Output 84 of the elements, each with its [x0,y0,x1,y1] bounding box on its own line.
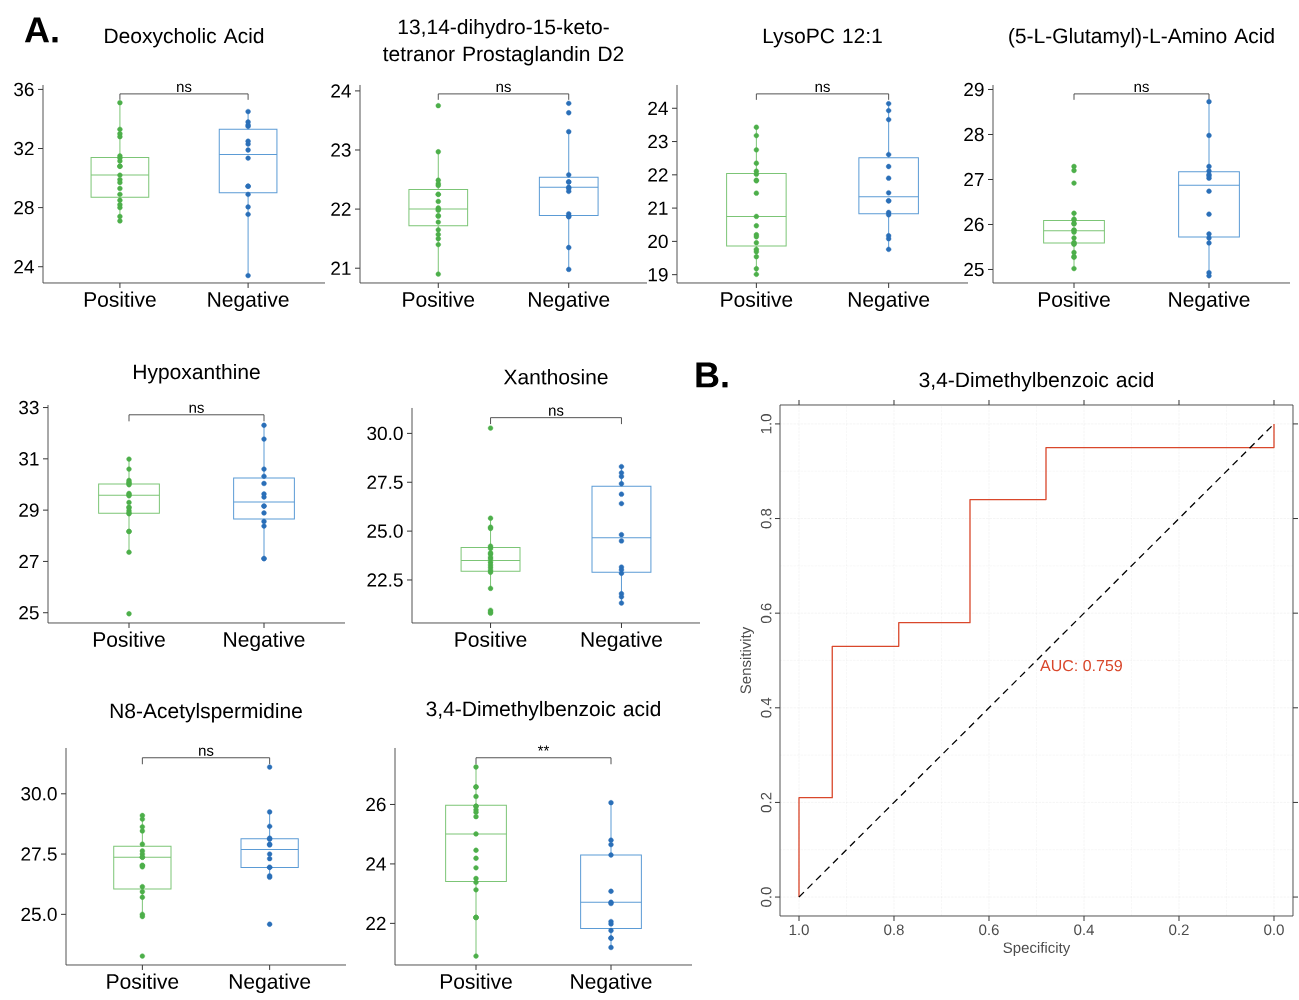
x-tick-label: 0.2 [1169,924,1189,936]
y-tick-label: 1.0 [760,414,772,434]
annotation: ns [199,747,214,756]
chart-title: (5-L-Glutamyl)-L-Amino Acid [1009,27,1274,48]
x-tick-label: 0.0 [1264,924,1284,936]
x-tick-label: Positive [93,631,165,647]
y-tick-label: 22 [366,916,386,930]
annotation: ns [1134,83,1149,93]
annotation: ns [496,83,511,93]
y-tick-label: 21 [331,261,351,275]
x-tick-label: Negative [208,291,289,312]
y-tick-label: 19 [648,267,668,282]
chart-title: Deoxycholic Acid [105,27,264,48]
y-tick-label: 28 [14,200,34,215]
y-tick-label: 25 [19,606,39,620]
chart-title: 3,4-Dimethylbenzoic acid [426,700,660,721]
x-tick-label: Negative [224,631,305,652]
y-tick-label: 27 [964,172,984,187]
x-tick-label: Positive [455,631,527,647]
y-tick-label: 24 [14,260,34,274]
y-tick-label: 24 [366,857,386,871]
x-tick-label: Positive [84,291,156,307]
y-tick-label: 24 [648,101,668,115]
y-tick-label: 0.0 [760,887,772,907]
chart-title: Xanthosine [503,369,608,385]
x-tick-label: 1.0 [789,924,809,936]
text: B. [696,362,728,388]
annotation: ns [189,404,204,413]
chart-title: LysoPC 12:1 [763,28,882,48]
x-tick-label: Negative [529,291,610,312]
y-tick-label: 21 [648,201,668,215]
y-tick-label: 23 [331,143,351,157]
y-tick-label: 30.0 [367,426,403,441]
y-tick-label: 26 [366,797,386,812]
chart-title: 13,14-dihydro-15-keto-tetranor Prostaglandin D2 [383,18,624,66]
y-tick-label: 30.0 [21,787,57,801]
y-tick-label: 29 [964,82,984,97]
x-tick-label: 0.4 [1074,924,1094,936]
y-tick-label: 27 [19,554,39,569]
y-tick-label: 23 [648,134,668,149]
y-tick-label: 0.4 [760,697,772,718]
y-tick-label: 20 [648,234,668,249]
annotation: AUC: 0.759 [1040,659,1122,672]
y-tick-label: 27.5 [21,847,57,861]
y-tick-label: 36 [14,82,34,97]
y-tick-label: 25.0 [367,524,403,538]
x-tick-label: Positive [721,291,793,307]
x-tick-label: Positive [107,973,179,989]
y-tick-label: 22 [648,168,668,182]
y-tick-label: 26 [964,217,984,232]
y-tick-label: 27.5 [367,475,403,489]
chart-title: N8-Acetylspermidine [110,702,302,723]
y-tick-label: 28 [964,127,984,142]
x-tick-label: Positive [440,973,512,989]
y-tick-label: 0.8 [760,508,772,529]
x-tick-label: Negative [581,631,662,652]
text: A. [24,17,58,43]
x-tick-label: Negative [848,291,930,312]
y-tick-label: 25.0 [21,907,57,922]
y-tick-label: 29 [19,503,39,517]
x-tick-label: Negative [571,973,652,994]
x-axis-title: Specificity [1003,942,1071,956]
x-tick-label: Positive [403,291,475,307]
chart-title: Hypoxanthine [134,363,260,384]
annotation: ns [815,83,830,93]
annotation: ns [177,83,192,93]
y-tick-label: 25 [964,262,984,277]
x-tick-label: 0.6 [979,924,999,936]
x-tick-label: Negative [1169,291,1250,312]
y-tick-label: 33 [19,400,39,415]
y-tick-label: 22 [331,202,351,216]
y-tick-label: 32 [14,141,34,156]
x-tick-label: 0.8 [884,924,904,936]
y-axis-title: Sensitivity [740,626,754,694]
annotation: ** [537,745,550,751]
y-tick-label: 22.5 [367,573,403,587]
y-tick-label: 31 [19,452,39,466]
y-tick-label: 0.6 [760,603,772,624]
y-tick-label: 24 [331,84,351,98]
x-tick-label: Negative [229,973,311,994]
chart-title: 3,4-Dimethylbenzoic acid [919,371,1153,392]
y-tick-label: 0.2 [760,792,772,813]
annotation: ns [549,407,564,416]
x-tick-label: Positive [1038,291,1110,307]
